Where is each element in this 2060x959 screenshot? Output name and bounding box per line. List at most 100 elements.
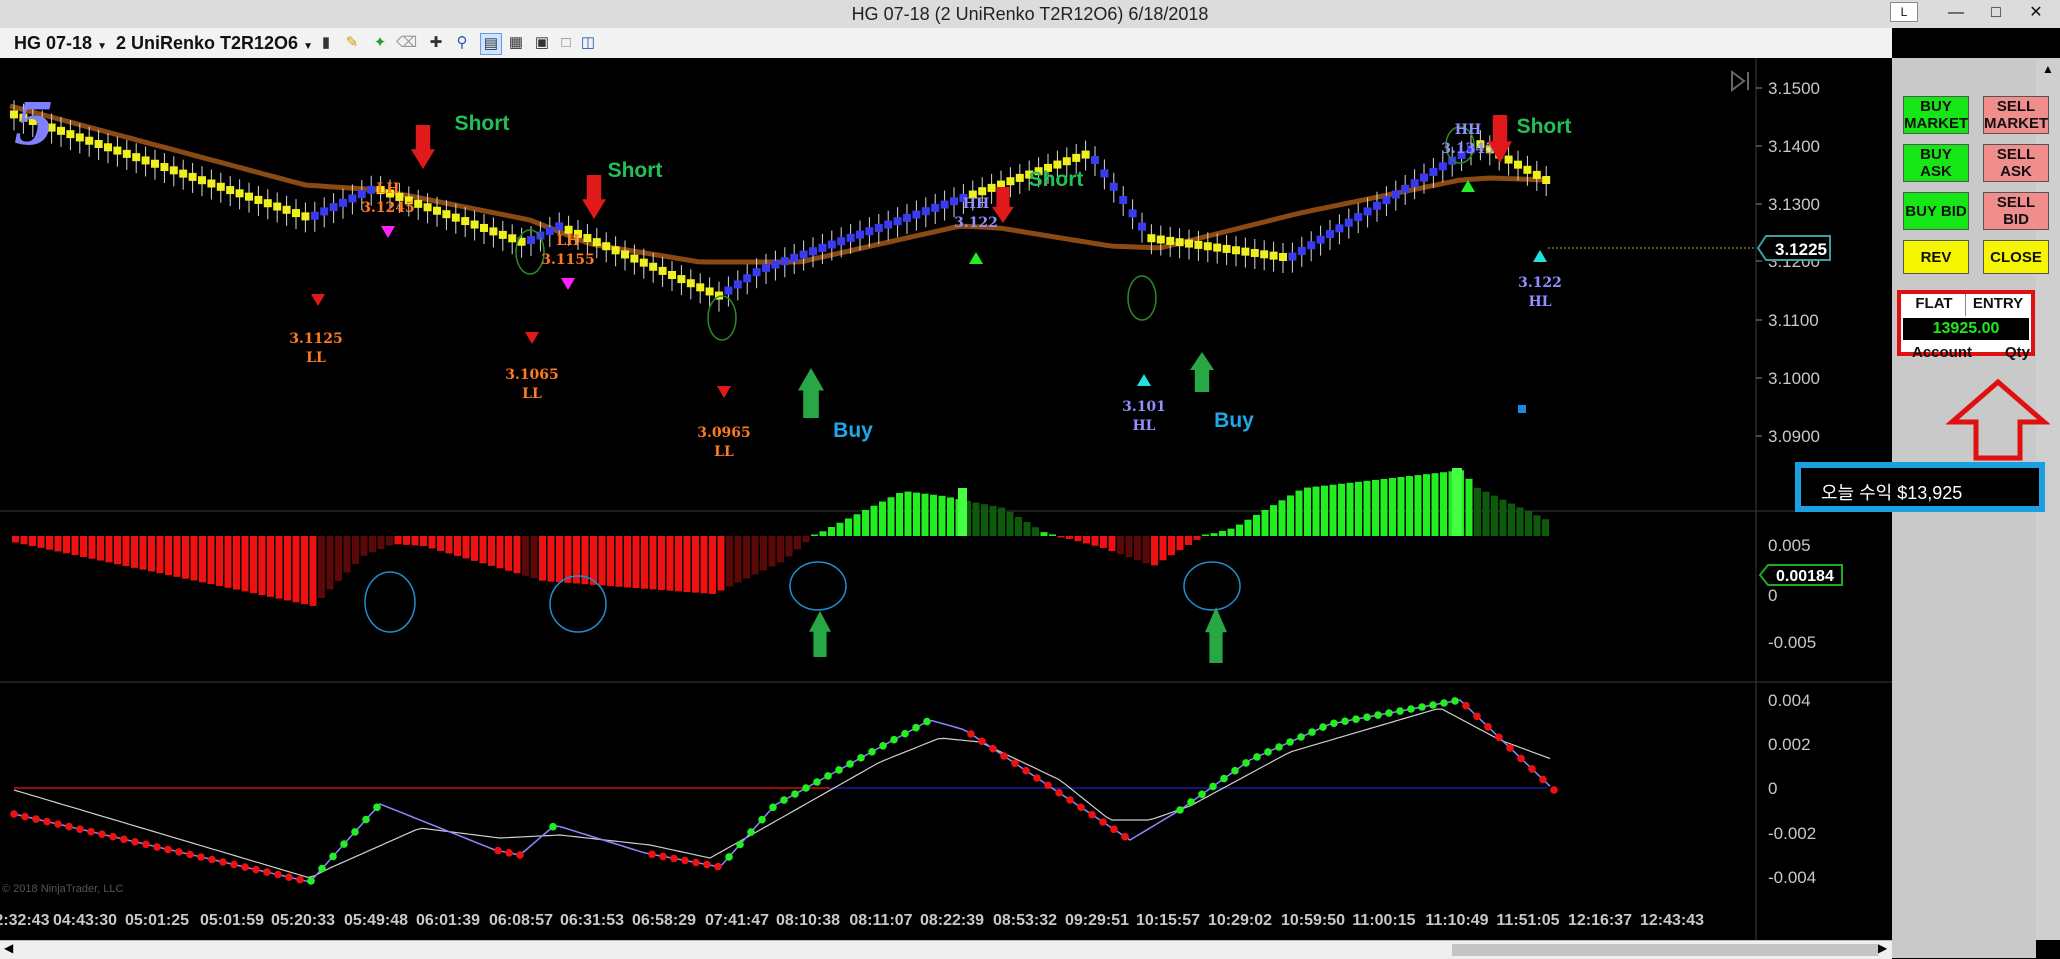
sell-bid-button[interactable]: SELL BID [1983, 192, 2049, 230]
macd-dot [1352, 715, 1360, 723]
histogram-bar [462, 536, 470, 559]
renko-brick [282, 205, 291, 214]
current-price-label: 3.1225 [1775, 240, 1827, 259]
renko-brick [273, 202, 282, 211]
close-position-button[interactable]: CLOSE [1983, 240, 2049, 274]
histogram-bar [1168, 536, 1175, 556]
link-badge[interactable]: L [1890, 2, 1918, 22]
close-window-icon[interactable]: ✕ [2029, 4, 2043, 21]
renko-brick [367, 185, 376, 194]
histogram-bar [131, 536, 138, 568]
current-price-marker: 3.1225 [1548, 235, 1831, 261]
histogram-bar [326, 536, 334, 590]
annotation-label: Buy [1214, 409, 1254, 432]
pencil-icon[interactable]: ✎ [345, 34, 359, 51]
renko-brick [1156, 235, 1165, 244]
horizontal-scrollbar[interactable]: ◀ ▶ [0, 940, 1892, 959]
macd-dot [329, 852, 337, 861]
renko-brick [1147, 234, 1156, 243]
scroll-up-icon[interactable]: ▲ [2042, 62, 2054, 76]
histogram-bar [709, 536, 716, 594]
quantity-label[interactable]: Qty [2005, 344, 2031, 361]
renko-brick [1222, 244, 1231, 253]
renko-brick [630, 254, 639, 263]
panels-icon[interactable]: ◫ [580, 34, 596, 51]
renko-brick [1307, 241, 1316, 250]
renko-brick [235, 189, 244, 198]
renko-brick [85, 136, 94, 145]
properties-icon[interactable]: ▦ [508, 34, 524, 51]
macd-dot [1187, 798, 1195, 806]
macd-dot [1242, 759, 1250, 767]
templates-icon[interactable]: ▣ [534, 34, 550, 51]
macd-tick-label: -0.004 [1768, 868, 1816, 887]
histogram-bar [726, 536, 733, 587]
account-label[interactable]: Account [1912, 344, 1972, 361]
data-box-icon[interactable]: □ [561, 34, 571, 51]
swing-label: 3.1125 [289, 331, 343, 347]
annotation-label: Short [608, 159, 663, 182]
price-tick-label: 3.1000 [1768, 369, 1820, 388]
time-tick-label: 05:20:33 [271, 912, 335, 929]
histogram-bar [819, 531, 827, 536]
arrow-up-icon [798, 368, 824, 418]
histogram-bar [904, 491, 912, 536]
histogram-bar [760, 536, 767, 571]
renko-brick [357, 190, 366, 199]
histogram-bar [624, 536, 631, 588]
eraser-icon[interactable]: ⌫ [396, 34, 418, 51]
zoom-icon[interactable]: ⚲ [456, 34, 468, 51]
macd-dot [142, 840, 150, 849]
renko-brick [263, 199, 272, 208]
histogram-bar [1380, 478, 1388, 536]
swing-circle [515, 229, 545, 275]
macd-dot [659, 852, 667, 861]
candlestick-icon[interactable]: ▮ [321, 34, 331, 51]
minimize-icon[interactable]: — [1948, 4, 1964, 21]
macd-dot [153, 843, 161, 851]
macd-dot [87, 827, 95, 836]
scroll-right-icon[interactable]: ▶ [1878, 941, 1888, 955]
histogram-bar [301, 536, 308, 605]
chart-canvas[interactable]: Short Short Short Short Buy Buy 3.1125 LL LH 3.12… [0, 58, 1892, 940]
renko-brick [207, 179, 216, 188]
daily-profit-text: 오늘 수익 $13,925 [1821, 483, 1963, 503]
marker-square [1518, 405, 1526, 413]
renko-brick [912, 210, 921, 219]
renko-brick [38, 120, 47, 129]
scroll-thumb[interactable] [1452, 944, 1878, 956]
renko-brick [414, 199, 423, 208]
position-status: FLAT [1915, 295, 1953, 312]
buy-bid-button[interactable]: BUY BID [1903, 192, 1969, 230]
maximize-icon[interactable]: □ [1991, 4, 2001, 21]
buy-ask-button[interactable]: BUY ASK [1903, 144, 1969, 182]
histogram-bar [403, 536, 410, 545]
bar-type-selector[interactable]: 2 UniRenko T2R12O6 ▼ [116, 33, 313, 54]
renko-brick [1344, 218, 1353, 227]
renko-brick [320, 207, 329, 216]
macd-dot [1539, 775, 1547, 784]
renko-brick [160, 163, 169, 172]
renko-brick [780, 257, 789, 266]
collapse-panel-icon[interactable] [1731, 70, 1749, 92]
renko-brick [762, 263, 770, 272]
renko-brick [545, 226, 554, 235]
macd-dot [901, 729, 909, 738]
crosshair-icon[interactable]: ✚ [429, 34, 443, 51]
macd-dot [780, 796, 788, 804]
sell-market-button[interactable]: SELL MARKET [1983, 96, 2049, 134]
buy-market-button[interactable]: BUY MARKET [1903, 96, 1969, 134]
reverse-button[interactable]: REV [1903, 240, 1969, 274]
renko-brick [987, 183, 996, 192]
renko-brick [498, 230, 507, 239]
histogram-bar [1287, 495, 1294, 536]
instrument-selector[interactable]: HG 07-18 ▼ [14, 33, 107, 54]
histogram-bar [1474, 487, 1481, 536]
renko-brick [846, 233, 855, 242]
pin-icon[interactable]: ✦ [373, 34, 387, 51]
macd-dot [516, 851, 524, 859]
histogram-bar [513, 536, 521, 574]
chart-style-icon[interactable]: ▤ [480, 33, 502, 55]
scroll-left-icon[interactable]: ◀ [4, 941, 14, 955]
sell-ask-button[interactable]: SELL ASK [1983, 144, 2049, 182]
